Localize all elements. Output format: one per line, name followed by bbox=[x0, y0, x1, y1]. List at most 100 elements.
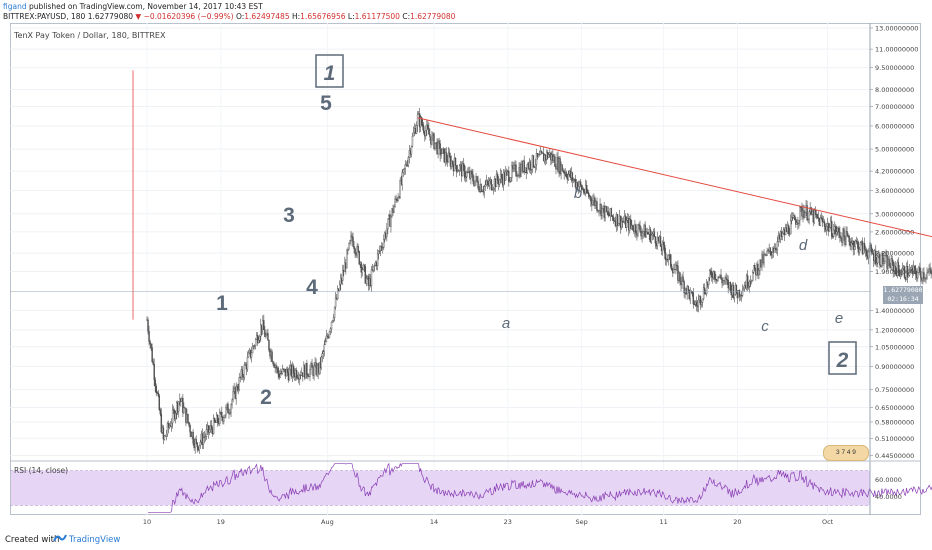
wave-e-label: e bbox=[835, 310, 843, 327]
candle-body bbox=[152, 361, 154, 365]
candle-body bbox=[517, 175, 519, 177]
candle-body bbox=[225, 407, 227, 416]
candle-body bbox=[515, 164, 517, 176]
high-label: H: bbox=[292, 12, 301, 21]
candle-body bbox=[642, 231, 644, 234]
candle-body bbox=[403, 168, 405, 170]
candle-body bbox=[483, 186, 485, 193]
y-tick-label: 5.00000000 bbox=[875, 146, 914, 154]
candle-body bbox=[695, 301, 698, 307]
wave-b-label: b bbox=[574, 185, 582, 202]
candle-body bbox=[264, 329, 266, 337]
candle-body bbox=[258, 340, 260, 344]
candle-body bbox=[447, 152, 450, 163]
candle-body bbox=[397, 196, 399, 201]
candle-body bbox=[511, 165, 513, 178]
candle-body bbox=[306, 363, 308, 375]
candle-body bbox=[307, 374, 309, 377]
candle-body bbox=[626, 220, 628, 228]
candle-body bbox=[263, 320, 265, 330]
candle-body bbox=[832, 236, 834, 238]
candle-body bbox=[147, 319, 149, 332]
wave-a-label: a bbox=[502, 315, 510, 332]
candle-body bbox=[586, 185, 588, 193]
candle-body bbox=[607, 211, 609, 216]
candle-body bbox=[857, 242, 860, 253]
candle-body bbox=[488, 180, 491, 186]
candle-body bbox=[630, 219, 632, 226]
candle-body bbox=[189, 425, 191, 433]
candle-body bbox=[746, 275, 749, 288]
candle-body bbox=[463, 163, 465, 167]
candle-body bbox=[620, 221, 623, 228]
candle-body bbox=[457, 170, 460, 172]
candle-body bbox=[322, 351, 324, 354]
candle-body bbox=[720, 274, 722, 280]
candle-body bbox=[771, 252, 773, 256]
candle-body bbox=[610, 208, 613, 216]
candle-body bbox=[205, 429, 208, 437]
candle-body bbox=[790, 220, 792, 235]
candle-body bbox=[787, 225, 790, 234]
candle-body bbox=[271, 351, 273, 362]
candle-body bbox=[926, 272, 928, 279]
candle-body bbox=[370, 269, 373, 286]
candle-body bbox=[852, 240, 854, 250]
candle-body bbox=[616, 214, 619, 227]
candle-body bbox=[231, 399, 233, 405]
candle-body bbox=[394, 198, 396, 207]
candle-body bbox=[195, 439, 197, 443]
candle-body bbox=[299, 374, 301, 380]
candle-body bbox=[247, 352, 250, 358]
wave-4-label: 4 bbox=[306, 276, 318, 299]
author-link[interactable]: figand bbox=[3, 2, 27, 11]
candle-body bbox=[612, 216, 615, 221]
candle-body bbox=[509, 180, 511, 183]
x-tick-label: 11 bbox=[659, 518, 667, 526]
candle-body bbox=[324, 341, 327, 345]
candle-body bbox=[631, 224, 633, 226]
candle-body bbox=[565, 172, 567, 177]
candle-body bbox=[342, 270, 344, 281]
candle-body bbox=[733, 294, 736, 298]
candle-body bbox=[769, 247, 771, 252]
candle-body bbox=[153, 364, 155, 380]
candle-body bbox=[653, 231, 656, 237]
candle-body bbox=[339, 284, 341, 292]
candle-body bbox=[523, 160, 525, 173]
candle-body bbox=[224, 414, 226, 418]
candle-body bbox=[781, 232, 784, 237]
candle-body bbox=[853, 246, 855, 250]
candle-body bbox=[823, 221, 826, 227]
candle-body bbox=[171, 409, 174, 424]
candle-body bbox=[838, 228, 840, 233]
tradingview-brand-link[interactable]: TradingView bbox=[69, 535, 121, 545]
events-flag-badge[interactable]: 3 7 4 9 bbox=[823, 445, 869, 461]
last-price: 1.62779080 bbox=[87, 12, 134, 21]
candle-body bbox=[333, 306, 336, 318]
candle-body bbox=[651, 233, 654, 236]
candle-body bbox=[381, 246, 383, 248]
candle-body bbox=[202, 437, 205, 445]
publish-line: figand published on TradingView.com, Nov… bbox=[3, 2, 263, 11]
candle-body bbox=[212, 418, 215, 434]
candle-body bbox=[170, 422, 173, 427]
candle-body bbox=[330, 321, 333, 330]
candle-body bbox=[729, 282, 731, 287]
candle-body bbox=[433, 133, 435, 149]
candle-body bbox=[820, 217, 823, 219]
y-tick-label: 3.00000000 bbox=[875, 210, 914, 218]
candle-body bbox=[260, 324, 262, 337]
candle-body bbox=[364, 266, 367, 284]
candle-body bbox=[662, 242, 665, 246]
candle-body bbox=[163, 435, 166, 440]
candle-body bbox=[888, 258, 890, 267]
candle-body bbox=[891, 258, 893, 263]
candle-body bbox=[865, 250, 868, 256]
candle-body bbox=[217, 414, 219, 423]
candle-body bbox=[448, 152, 451, 157]
y-tick-label: 0.75000000 bbox=[875, 386, 914, 394]
candle-body bbox=[238, 377, 240, 390]
rsi-band bbox=[11, 470, 870, 506]
